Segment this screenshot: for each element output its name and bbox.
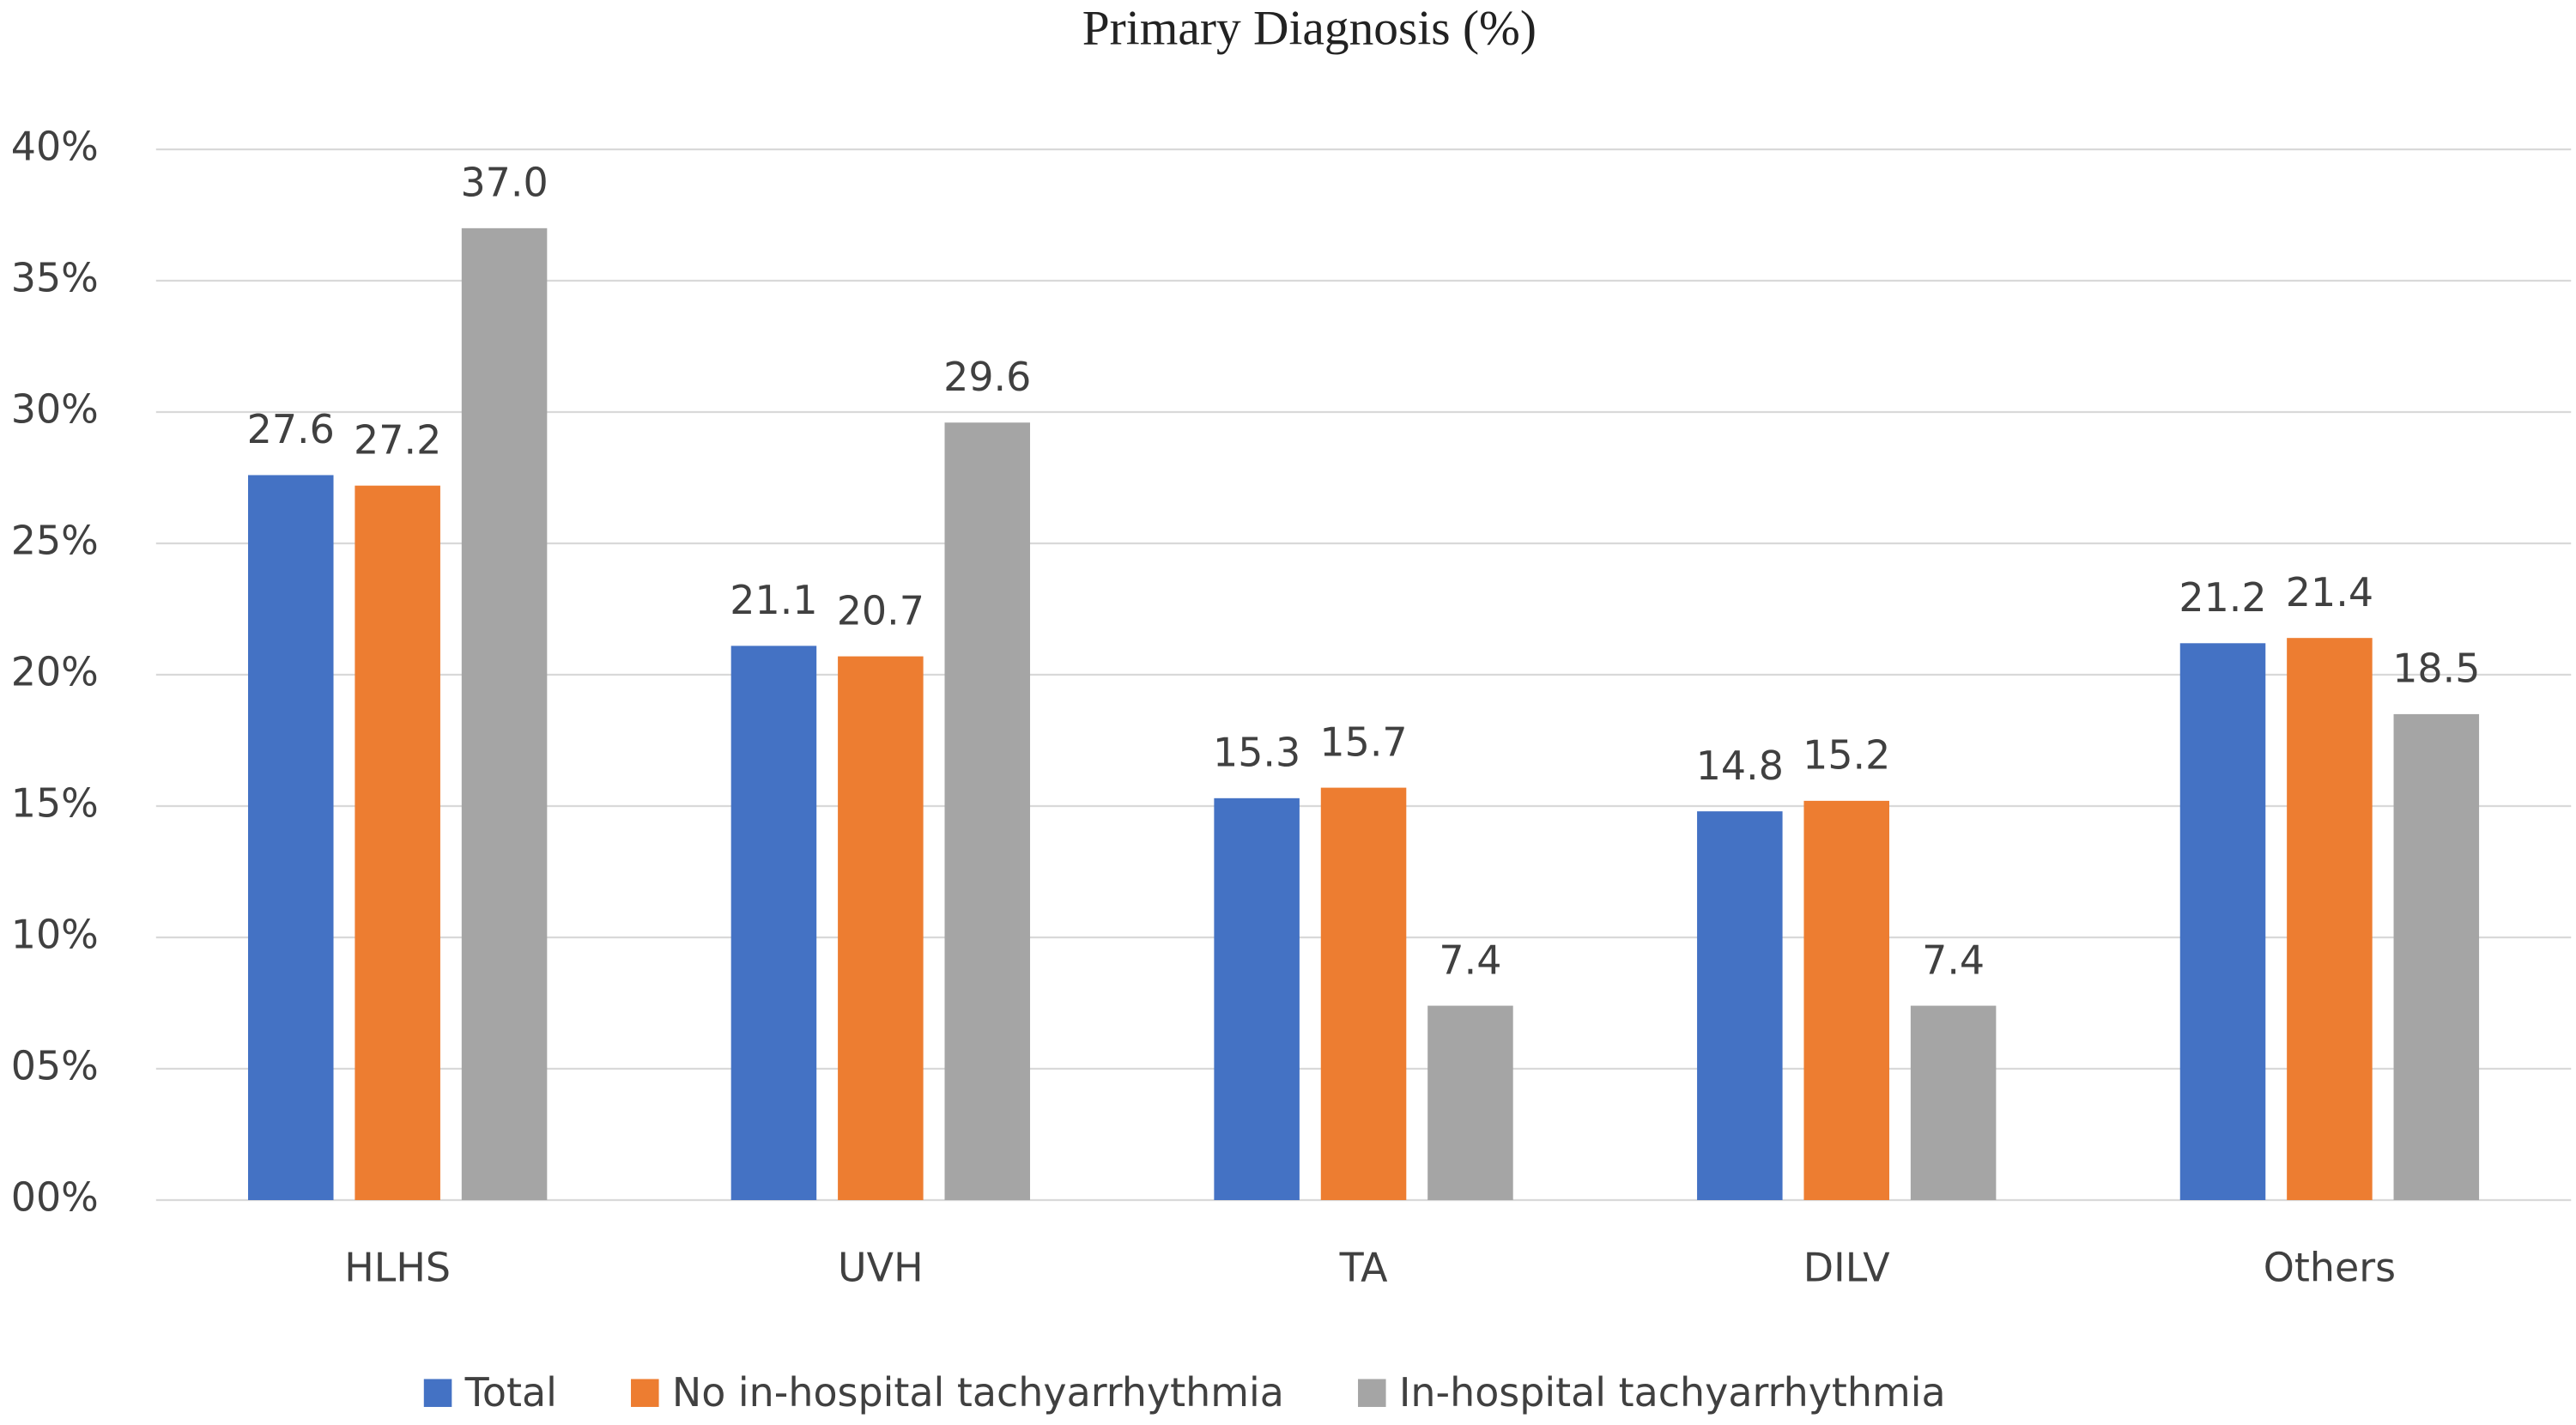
data-label: 18.5 — [2392, 646, 2480, 692]
bar — [461, 227, 548, 1200]
legend-label: In-hospital tachyarrhythmia — [1399, 1369, 1946, 1416]
y-tick-label: 00% — [11, 1174, 99, 1221]
bar — [2287, 638, 2373, 1200]
data-label: 21.2 — [2179, 574, 2266, 621]
y-tick-label: 35% — [11, 255, 99, 301]
x-tick-label: UVH — [838, 1245, 924, 1291]
x-tick-label: TA — [1339, 1245, 1388, 1291]
data-label: 21.4 — [2286, 569, 2373, 615]
bar — [730, 646, 817, 1200]
legend-swatch — [631, 1379, 659, 1407]
y-tick-label: 25% — [11, 518, 99, 564]
data-label: 15.3 — [1213, 730, 1300, 776]
data-label: 21.1 — [730, 577, 817, 623]
data-label: 14.8 — [1696, 743, 1784, 789]
legend-swatch — [423, 1379, 452, 1407]
bar — [1697, 811, 1783, 1200]
y-tick-label: 10% — [11, 912, 99, 958]
bar — [2393, 713, 2480, 1200]
data-label: 29.6 — [943, 354, 1031, 400]
data-label: 15.7 — [1319, 719, 1407, 765]
x-tick-label: DILV — [1803, 1245, 1890, 1291]
bar — [247, 475, 334, 1200]
bar — [1320, 787, 1407, 1200]
data-label: 37.0 — [460, 160, 548, 206]
y-tick-label: 15% — [11, 780, 99, 827]
bar — [1803, 800, 1889, 1200]
bar — [1214, 797, 1300, 1200]
bar — [1427, 1005, 1513, 1200]
y-tick-label: 20% — [11, 649, 99, 695]
data-label: 7.4 — [1922, 937, 1985, 983]
bar — [355, 485, 440, 1200]
chart-title: Primary Diagnosis (%) — [1082, 1, 1537, 55]
data-label: 15.2 — [1803, 732, 1890, 779]
data-label: 7.4 — [1439, 937, 1501, 983]
x-tick-label: HLHS — [344, 1245, 451, 1291]
legend-label: Total — [464, 1369, 557, 1416]
bar — [1910, 1005, 1997, 1200]
data-label: 27.6 — [247, 406, 335, 452]
y-tick-label: 05% — [11, 1043, 99, 1089]
y-tick-label: 30% — [11, 386, 99, 433]
legend-label: No in-hospital tachyarrhythmia — [672, 1369, 1284, 1416]
y-tick-label: 40% — [11, 124, 99, 170]
x-tick-label: Others — [2264, 1245, 2396, 1291]
bar — [944, 422, 1031, 1200]
data-label: 20.7 — [837, 587, 924, 634]
bar — [2179, 643, 2266, 1200]
legend-swatch — [1358, 1379, 1386, 1407]
data-label: 27.2 — [354, 416, 441, 463]
bar — [838, 656, 924, 1200]
